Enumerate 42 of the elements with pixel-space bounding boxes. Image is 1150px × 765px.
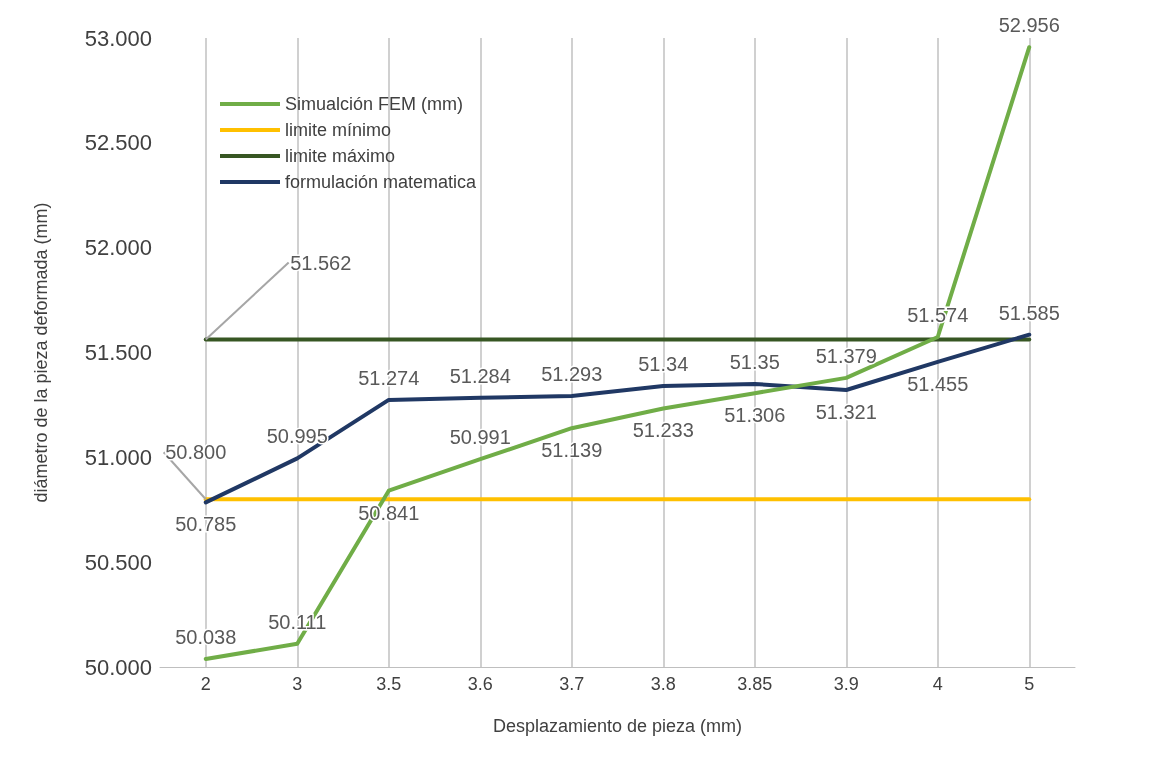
- x-tick-label: 3.9: [833, 674, 859, 694]
- data-label: 52.956: [998, 14, 1060, 37]
- y-tick-label: 52.500: [84, 130, 152, 156]
- y-tick-label: 50.500: [84, 549, 152, 575]
- legend-label: formulación matematica: [285, 172, 478, 192]
- data-label: 50.785: [175, 513, 237, 536]
- data-label: 51.562: [290, 251, 352, 274]
- x-tick-label: 3.5: [376, 674, 402, 694]
- y-tick-label: 52.000: [84, 235, 152, 261]
- x-tick-label: 3.7: [559, 674, 585, 694]
- x-axis-title: Desplazamiento de pieza (mm): [492, 716, 743, 736]
- x-tick-label: 2: [200, 674, 211, 694]
- data-label: 51.139: [541, 439, 603, 462]
- x-tick-label: 3.6: [467, 674, 493, 694]
- y-tick-label: 53.000: [84, 25, 152, 51]
- data-label: 51.284: [449, 364, 511, 387]
- legend-label: limite máximo: [285, 146, 396, 166]
- legend-label: limite mínimo: [285, 120, 392, 140]
- data-label: 51.379: [815, 344, 877, 367]
- legend-label: Simualción FEM (mm): [285, 94, 464, 114]
- y-tick-label: 51.000: [84, 444, 152, 470]
- data-label: 51.274: [358, 366, 420, 389]
- data-label: 50.995: [266, 425, 328, 448]
- data-label: 51.321: [815, 401, 877, 424]
- data-label: 50.991: [449, 426, 511, 449]
- data-label: 51.306: [724, 404, 786, 427]
- y-axis-title: diámetro de la pieza deformada (mm): [31, 202, 51, 503]
- x-tick-label: 3.85: [737, 674, 773, 694]
- data-label: 51.233: [632, 419, 694, 442]
- data-label: 51.34: [638, 353, 689, 376]
- x-tick-label: 5: [1024, 674, 1035, 694]
- data-label: 51.455: [907, 372, 969, 395]
- x-tick-label: 3.8: [650, 674, 676, 694]
- data-label: 51.293: [541, 362, 603, 385]
- y-tick-label: 50.000: [84, 654, 152, 680]
- x-tick-label: 3: [292, 674, 303, 694]
- data-label: 50.800: [165, 441, 227, 464]
- data-label: 51.585: [998, 301, 1060, 324]
- data-label: 51.35: [729, 350, 780, 373]
- x-tick-label: 4: [932, 674, 943, 694]
- y-tick-label: 51.500: [84, 340, 152, 365]
- data-label: 50.038: [175, 626, 237, 649]
